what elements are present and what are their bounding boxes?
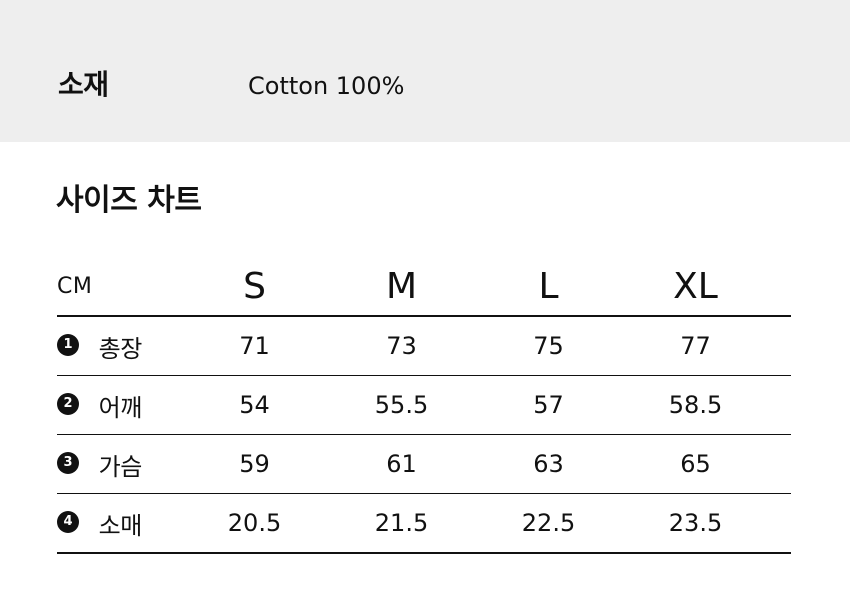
size-value: 75	[475, 316, 622, 376]
size-value: 22.5	[475, 493, 622, 554]
column-header-xl: XL	[622, 258, 769, 317]
size-value: 73	[328, 316, 475, 376]
row-label-cell: 1 총장	[57, 316, 181, 376]
row-number-badge: 1	[57, 333, 79, 356]
material-label: 소재	[58, 68, 109, 101]
size-chart-table: CM S M L XL 1 총장 71 73 75 77	[57, 258, 791, 554]
row-spacer	[769, 493, 791, 554]
row-label: 가슴	[98, 452, 143, 481]
table-row-total-length: 1 총장 71 73 75 77	[57, 316, 791, 376]
size-value: 23.5	[622, 493, 769, 554]
row-number-badge: 2	[57, 392, 79, 415]
table-row-shoulder: 2 어깨 54 55.5 57 58.5	[57, 375, 791, 435]
header-spacer	[769, 258, 791, 317]
size-value: 54	[181, 375, 328, 435]
size-value: 21.5	[328, 493, 475, 554]
row-number-badge: 3	[57, 451, 79, 474]
size-value: 61	[328, 434, 475, 494]
row-number-badge: 4	[57, 510, 79, 533]
size-value: 59	[181, 434, 328, 494]
size-value: 20.5	[181, 493, 328, 554]
size-value: 77	[622, 316, 769, 376]
size-value: 55.5	[328, 375, 475, 435]
unit-label: CM	[57, 258, 181, 317]
row-spacer	[769, 316, 791, 376]
row-label: 소매	[98, 511, 143, 540]
column-header-s: S	[181, 258, 328, 317]
row-label-cell: 4 소매	[57, 493, 181, 554]
column-header-l: L	[475, 258, 622, 317]
size-value: 65	[622, 434, 769, 494]
row-label-cell: 2 어깨	[57, 375, 181, 435]
table-row-sleeve: 4 소매 20.5 21.5 22.5 23.5	[57, 493, 791, 554]
size-chart-header-row: CM S M L XL	[57, 258, 791, 317]
row-spacer	[769, 434, 791, 494]
material-section: 소재 Cotton 100%	[0, 0, 850, 142]
size-value: 71	[181, 316, 328, 376]
size-chart-title: 사이즈 차트	[56, 183, 202, 218]
table-row-chest: 3 가슴 59 61 63 65	[57, 434, 791, 494]
row-spacer	[769, 375, 791, 435]
size-value: 58.5	[622, 375, 769, 435]
row-label: 총장	[98, 334, 143, 363]
row-label-cell: 3 가슴	[57, 434, 181, 494]
size-value: 63	[475, 434, 622, 494]
material-value: Cotton 100%	[248, 72, 405, 100]
size-value: 57	[475, 375, 622, 435]
row-label: 어깨	[98, 393, 143, 422]
column-header-m: M	[328, 258, 475, 317]
